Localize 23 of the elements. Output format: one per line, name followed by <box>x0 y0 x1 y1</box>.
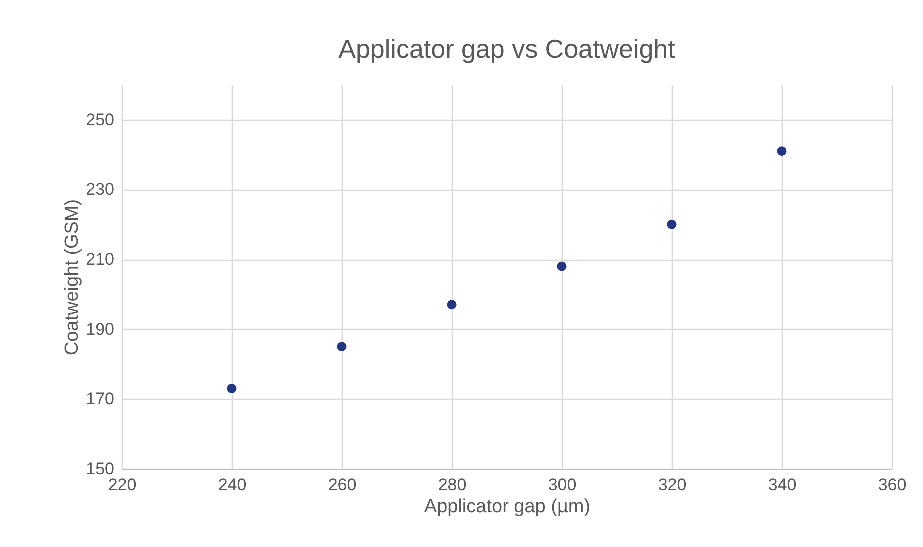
x-tick-label: 340 <box>768 476 797 494</box>
point <box>777 146 787 156</box>
y-tick-label: 190 <box>86 320 114 339</box>
x-tick-label: 300 <box>548 476 577 494</box>
x-tick-label: 220 <box>108 476 137 494</box>
y-tick-label: 170 <box>86 390 114 409</box>
y-tick-label: 250 <box>86 110 114 130</box>
point <box>447 300 457 310</box>
x-tick-label: 280 <box>438 476 467 494</box>
y-tick-label: 150 <box>86 460 114 478</box>
point <box>667 220 677 230</box>
x-tick-label: 360 <box>878 476 907 494</box>
y-axis-title: Coatweight (GSM) <box>62 199 84 356</box>
x-tick-label: 260 <box>328 476 357 494</box>
y-tick-label: 230 <box>86 180 114 200</box>
x-axis-title: Applicator gap (µm) <box>424 496 591 518</box>
point <box>337 342 347 352</box>
point <box>227 384 237 394</box>
chart-title: Applicator gap vs Coatweight <box>338 34 676 64</box>
x-tick-label: 240 <box>218 476 247 494</box>
x-tick-label: 320 <box>658 476 687 494</box>
point <box>557 262 567 272</box>
y-tick-label: 210 <box>86 250 114 270</box>
